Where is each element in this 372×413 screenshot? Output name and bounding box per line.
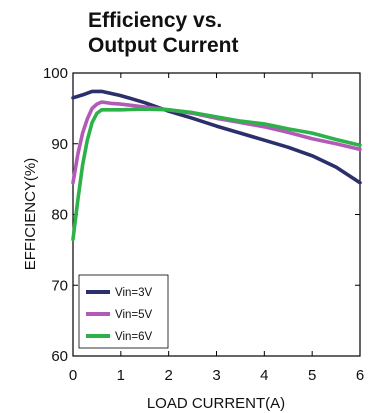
x-tick-label: 3 xyxy=(212,367,220,384)
series-line-3 xyxy=(71,107,362,242)
chart-title-line-1: Efficiency vs. xyxy=(88,9,223,32)
legend-label-3: Vin=6V xyxy=(115,331,153,343)
y-tick-label: 80 xyxy=(51,207,68,224)
x-tick-label: 1 xyxy=(117,367,125,384)
y-tick-label: 60 xyxy=(51,348,68,365)
y-axis-label: EFFICIENCY(%) xyxy=(22,158,39,271)
legend-label-2: Vin=5V xyxy=(115,309,153,321)
y-tick-label: 70 xyxy=(51,277,68,294)
legend: Vin=3V Vin=5V Vin=6V xyxy=(78,274,169,349)
series-line-2 xyxy=(71,100,362,185)
x-tick-labels: 0 1 2 3 4 5 6 xyxy=(69,367,364,384)
series-lines xyxy=(71,89,362,242)
y-tick-label: 90 xyxy=(51,136,68,153)
legend-items: Vin=3V Vin=5V Vin=6V xyxy=(86,287,153,343)
x-tick-label: 2 xyxy=(164,367,172,384)
x-tick-label: 0 xyxy=(69,367,77,384)
y-tick-labels: 60 70 80 90 100 xyxy=(43,65,68,365)
y-tick-label: 100 xyxy=(43,65,68,82)
x-tick-label: 6 xyxy=(356,367,364,384)
x-axis-label: LOAD CURRENT(A) xyxy=(147,395,285,412)
x-tick-label: 4 xyxy=(260,367,268,384)
chart-title-line-2: Output Current xyxy=(88,34,239,57)
x-tick-label: 5 xyxy=(308,367,316,384)
series-line-1 xyxy=(71,89,362,185)
legend-label-1: Vin=3V xyxy=(115,287,153,299)
